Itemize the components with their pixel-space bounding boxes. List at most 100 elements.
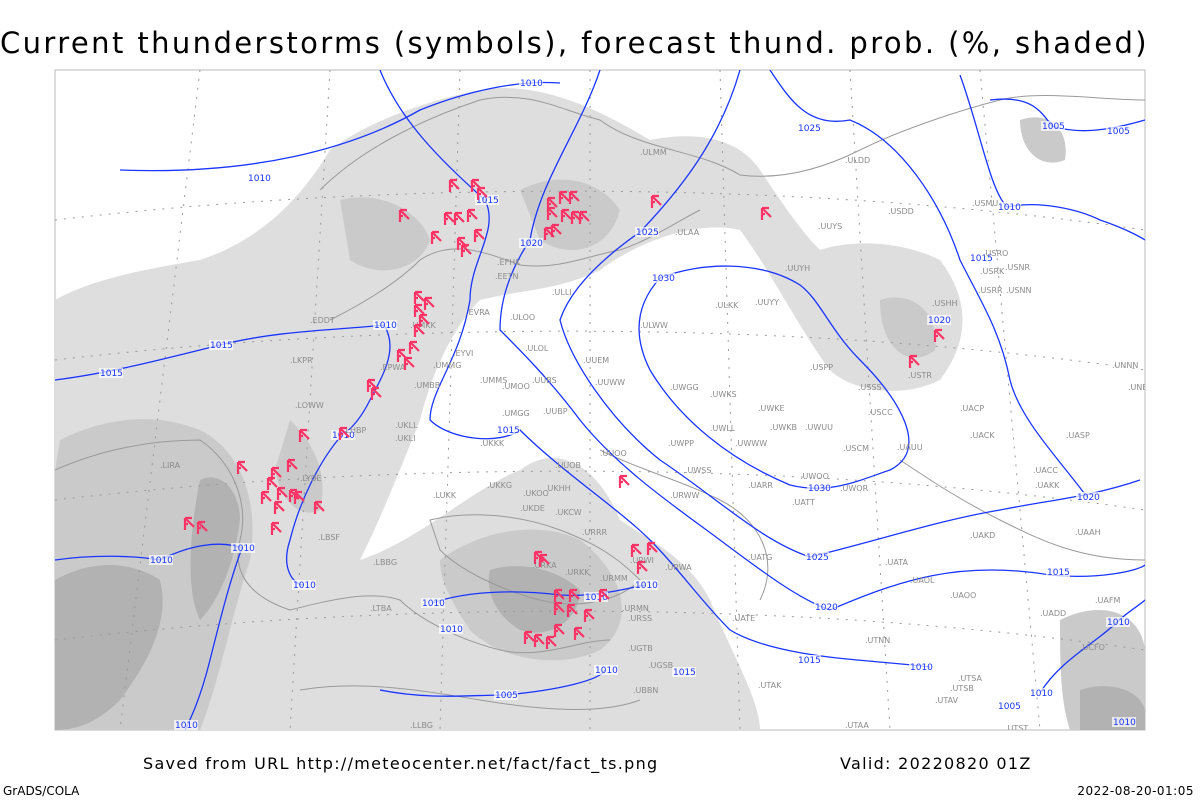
- station-label-uaah: .UAAH: [1075, 528, 1101, 537]
- station-label-lbbg: .LBBG: [373, 558, 397, 567]
- station-label-utsa: .UTSA: [958, 674, 983, 683]
- station-label-utsb: .UTSB: [950, 684, 974, 693]
- station-label-umms: .UMMS: [480, 376, 507, 385]
- station-label-urwa: .URWA: [665, 563, 692, 572]
- isobar-label-background: [997, 202, 1021, 212]
- isobar-label: 1015: [100, 369, 123, 379]
- isobar-label-background: [805, 552, 829, 562]
- station-label-uwoo: .UWOO: [800, 472, 829, 481]
- isobar-label-background: [997, 701, 1021, 711]
- station-label-urmm: .URMM: [600, 574, 628, 583]
- isobar-label-background: [1106, 126, 1130, 136]
- isobar-line: [959, 74, 1145, 241]
- station-label-uuem: .UUEM: [583, 356, 609, 365]
- isobar-label-background: [797, 655, 821, 665]
- isobar-label-background: [635, 227, 659, 237]
- station-label-ugsb: .UGSB: [648, 661, 673, 670]
- isobar-label-background: [969, 253, 993, 263]
- source-url-caption: Saved from URL http://meteocenter.net/fa…: [143, 754, 659, 773]
- station-label-usrk: .USRK: [980, 267, 1005, 276]
- isobar-label: 1010: [998, 203, 1021, 213]
- station-label-uwss: .UWSS: [685, 466, 711, 475]
- generation-timestamp: 2022-08-20-01:05: [1077, 784, 1194, 798]
- station-label-ubbn: .UBBN: [633, 686, 658, 695]
- station-label-loww: .LOWW: [295, 401, 324, 410]
- isobar-label: 1010: [150, 556, 173, 566]
- station-label-uwpp: .UWPP: [668, 439, 694, 448]
- station-label-urrr: .URRR: [582, 528, 608, 537]
- station-label-uarr: .UARR: [748, 481, 773, 490]
- isobar-label: 1005: [998, 702, 1021, 712]
- station-label-uatg: .UATG: [748, 553, 772, 562]
- isobar-line: [184, 547, 243, 730]
- isobar-label: 1010: [585, 593, 608, 603]
- station-label-ulkk: .ULKK: [715, 301, 739, 310]
- isobar-label: 1020: [815, 603, 838, 613]
- isobar-label-background: [231, 543, 255, 553]
- isobar-label-background: [373, 320, 397, 330]
- station-label-usdd: .USDD: [888, 207, 914, 216]
- station-label-ukkg: .UKKG: [487, 481, 512, 490]
- station-label-urww: .URWW: [670, 491, 700, 500]
- isobar-label: 1010: [293, 581, 316, 591]
- isobar-label-background: [1041, 121, 1065, 131]
- station-label-unnn: .UNNN: [1112, 361, 1138, 370]
- isobar-label: 1010: [232, 544, 255, 554]
- station-label-ltba: .LTBA: [370, 604, 392, 613]
- station-label-uasp: .UASP: [1066, 431, 1090, 440]
- isobar-label: 1015: [798, 656, 821, 666]
- isobar-label: 1010: [635, 581, 658, 591]
- station-label-usrr: .USRR: [978, 286, 1003, 295]
- station-label-uuyh: .UUYH: [785, 264, 810, 273]
- isobar-label-background: [634, 580, 658, 590]
- isobar-label: 1015: [476, 196, 499, 206]
- isobar-label: 1025: [806, 553, 829, 563]
- thunderstorm-probability-shading: [55, 88, 1145, 730]
- station-label-uaoo: .UAOO: [950, 591, 976, 600]
- station-label-umgg: .UMGG: [502, 409, 530, 418]
- isobar-label: 1015: [970, 254, 993, 264]
- valid-time: Valid: 20220820 01Z: [840, 754, 1032, 773]
- station-label-usro: .USRO: [983, 249, 1008, 258]
- isobar-label-background: [439, 624, 463, 634]
- station-label-ushh: .USHH: [932, 299, 958, 308]
- isobar-label-background: [1046, 567, 1070, 577]
- station-label-ukkk: .UKKK: [480, 439, 505, 448]
- isobar-label: 1020: [928, 316, 951, 326]
- isobar-label-background: [1029, 688, 1053, 698]
- station-label-uubp: .UUBP: [543, 407, 568, 416]
- isobar-label: 1030: [808, 484, 831, 494]
- station-label-ukoo: .UKOO: [523, 489, 549, 498]
- isobar-label: 1010: [910, 663, 933, 673]
- station-label-uuww: .UUWW: [595, 378, 625, 387]
- station-label-eetn: .EETN: [495, 272, 519, 281]
- station-label-urmn: .URMN: [622, 604, 649, 613]
- station-label-ukcw: .UKCW: [555, 508, 582, 517]
- station-label-uacc: .UACC: [1033, 466, 1058, 475]
- isobar-label-background: [1076, 492, 1100, 502]
- station-label-ulli: .ULLI: [552, 288, 572, 297]
- isobar-label-background: [496, 425, 520, 435]
- isobar-label-background: [807, 483, 831, 493]
- station-label-ucfo: .UCFO: [1080, 643, 1105, 652]
- station-label-utav: .UTAV: [935, 696, 959, 705]
- station-label-urka: .URKA: [532, 561, 557, 570]
- station-label-usss: .USSS: [858, 383, 882, 392]
- isobar-label-background: [494, 690, 518, 700]
- station-label-ukli: .UKLI: [395, 434, 415, 443]
- isobar-line: [638, 265, 910, 489]
- station-label-ukde: .UKDE: [520, 504, 545, 513]
- isobar-label-background: [149, 555, 173, 565]
- isobar-label: 1015: [497, 426, 520, 436]
- station-label-usmu: .USMU: [972, 199, 998, 208]
- isobar-label-background: [99, 368, 123, 378]
- isobar-label: 1005: [1042, 122, 1065, 132]
- isobar-label: 1010: [175, 721, 198, 731]
- isobar-label-background: [209, 340, 233, 350]
- station-label-uaol: .UAOL: [910, 576, 935, 585]
- isobar-label: 1020: [1077, 493, 1100, 503]
- station-label-uwgg: .UWGG: [670, 383, 699, 392]
- isobar-label-background: [1112, 717, 1136, 727]
- station-label-lukk: .LUKK: [433, 491, 457, 500]
